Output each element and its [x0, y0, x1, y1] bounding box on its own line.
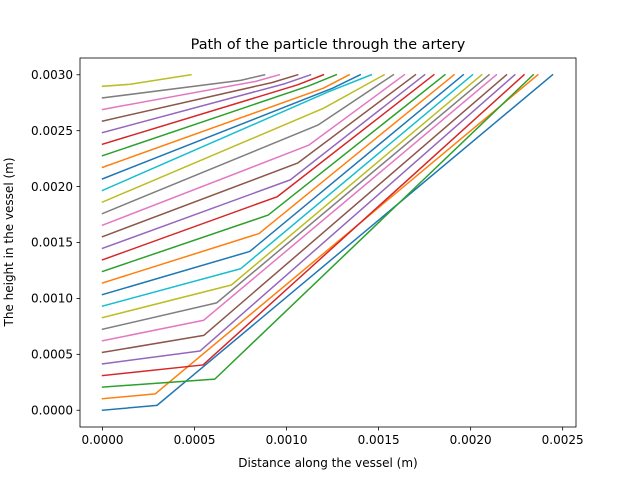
particle-path-line-2	[101, 73, 539, 400]
y-axis-ticks: 0.0000 0.0005 0.0010 0.0015 0.0020 0.0025 0.00…	[31, 68, 80, 417]
x-tick-label: 0.0025	[542, 433, 584, 447]
particle-path-line-21	[101, 73, 362, 180]
particle-path-line-28	[101, 73, 266, 99]
series-layer	[101, 73, 554, 412]
particle-path-line-11	[101, 73, 465, 296]
particle-path-line-12	[101, 73, 456, 284]
particle-path-line-7	[101, 73, 498, 342]
y-tick-label: 0.0020	[31, 180, 73, 194]
x-tick-label: 0.0010	[266, 433, 308, 447]
particle-path-line-18	[101, 73, 395, 215]
x-axis-label: Distance along the vessel (m)	[238, 456, 417, 470]
particle-path-line-5	[101, 73, 516, 365]
y-tick-label: 0.0005	[31, 348, 73, 362]
particle-path-line-19	[101, 73, 386, 204]
y-axis-label: The height in the vessel (m)	[2, 157, 16, 327]
particle-path-line-23	[101, 73, 338, 157]
particle-path-line-3	[101, 73, 535, 388]
particle-path-line-20	[101, 73, 373, 192]
x-tick-label: 0.0015	[358, 433, 400, 447]
particle-path-line-10	[101, 73, 474, 308]
particle-path-line-4	[101, 73, 526, 377]
x-tick-label: 0.0000	[82, 433, 124, 447]
particle-path-line-16	[101, 73, 417, 238]
particle-path-line-1	[101, 73, 554, 412]
particle-path-line-22	[101, 73, 351, 169]
particle-path-line-25	[101, 73, 312, 134]
axes-frame	[79, 57, 577, 428]
particle-path-line-8	[101, 73, 491, 331]
y-tick-label: 0.0010	[31, 292, 73, 306]
particle-path-line-26	[101, 73, 299, 122]
y-tick-label: 0.0015	[31, 236, 73, 250]
x-axis-ticks: 0.0000 0.0005 0.0010 0.0015 0.0020 0.0025	[82, 427, 584, 447]
y-tick-label: 0.0000	[31, 403, 73, 417]
x-tick-label: 0.0005	[174, 433, 216, 447]
y-tick-label: 0.0025	[31, 124, 73, 138]
particle-path-line-17	[101, 73, 406, 227]
particle-path-line-13	[101, 73, 446, 273]
particle-path-line-27	[101, 73, 281, 111]
particle-path-line-29	[101, 73, 192, 88]
y-tick-label: 0.0030	[31, 68, 73, 82]
particle-path-line-15	[101, 73, 426, 250]
chart-title: Path of the particle through the artery	[191, 37, 466, 53]
x-tick-label: 0.0020	[450, 433, 492, 447]
particle-path-line-6	[101, 73, 508, 354]
particle-path-line-14	[101, 73, 435, 261]
particle-path-line-24	[101, 73, 325, 146]
particle-path-line-9	[101, 73, 483, 319]
